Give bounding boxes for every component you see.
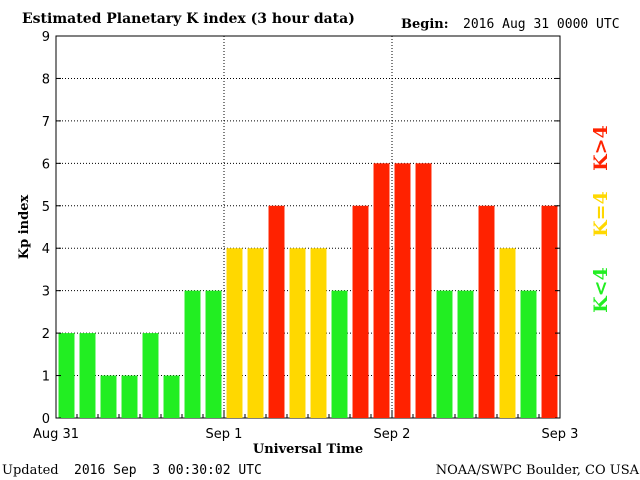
begin-value: 2016 Aug 31 0000 UTC — [463, 17, 620, 32]
y-tick-label: 9 — [42, 30, 50, 45]
y-tick-label: 1 — [42, 370, 50, 385]
y-tick-label: 8 — [42, 72, 50, 87]
begin-label: Begin: — [401, 17, 449, 32]
source-credit: NOAA/SWPC Boulder, CO USA — [436, 463, 640, 478]
kp-bar — [268, 205, 285, 418]
bars-group — [58, 163, 558, 418]
legend-above: K>4 — [590, 125, 612, 171]
x-tick-label: Sep 3 — [542, 427, 579, 442]
x-axis-label: Universal Time — [253, 442, 363, 457]
y-tick-label: 7 — [42, 115, 50, 130]
kp-bar — [352, 205, 369, 418]
y-axis-label: Kp index — [17, 195, 32, 260]
kp-bar — [289, 248, 306, 418]
x-tick-label: Sep 2 — [374, 427, 411, 442]
kp-bar — [373, 163, 390, 418]
kp-bar — [310, 248, 327, 418]
y-tick-label: 4 — [42, 242, 50, 257]
kp-bar — [541, 205, 558, 418]
kp-bar — [58, 333, 75, 418]
kp-bar — [478, 205, 495, 418]
updated-value: 2016 Sep 3 00:30:02 UTC — [74, 463, 262, 478]
chart-title: Estimated Planetary K index (3 hour data… — [22, 11, 355, 27]
kp-bar — [184, 290, 201, 418]
x-ticks: Aug 31 Sep 1 Sep 2 Sep 3 — [33, 410, 578, 442]
kp-bar — [100, 375, 117, 418]
kp-bar — [205, 290, 222, 418]
kp-bar — [79, 333, 96, 418]
kp-bar — [331, 290, 348, 418]
x-tick-label: Aug 31 — [33, 427, 79, 442]
legend-equal: K=4 — [590, 191, 612, 237]
kp-bar — [247, 248, 264, 418]
updated-label: Updated — [2, 463, 59, 478]
kp-bar — [121, 375, 138, 418]
y-tick-label: 0 — [42, 412, 50, 427]
kp-bar — [499, 248, 516, 418]
kp-bar — [163, 375, 180, 418]
kp-bar — [394, 163, 411, 418]
legend-below: K<4 — [590, 267, 612, 313]
x-tick-label: Sep 1 — [206, 427, 243, 442]
plot-frame — [55, 35, 561, 419]
kp-bar — [226, 248, 243, 418]
y-ticks: 0 1 2 3 4 5 6 7 8 9 — [42, 30, 560, 427]
kp-bar — [415, 163, 432, 418]
kp-bar — [457, 290, 474, 418]
y-tick-label: 3 — [42, 285, 50, 300]
kp-bar — [520, 290, 537, 418]
kp-bar — [142, 333, 159, 418]
grid-lines — [56, 36, 560, 418]
y-tick-label: 5 — [42, 200, 50, 215]
kp-bar — [436, 290, 453, 418]
y-tick-label: 6 — [42, 157, 50, 172]
y-tick-label: 2 — [42, 327, 50, 342]
